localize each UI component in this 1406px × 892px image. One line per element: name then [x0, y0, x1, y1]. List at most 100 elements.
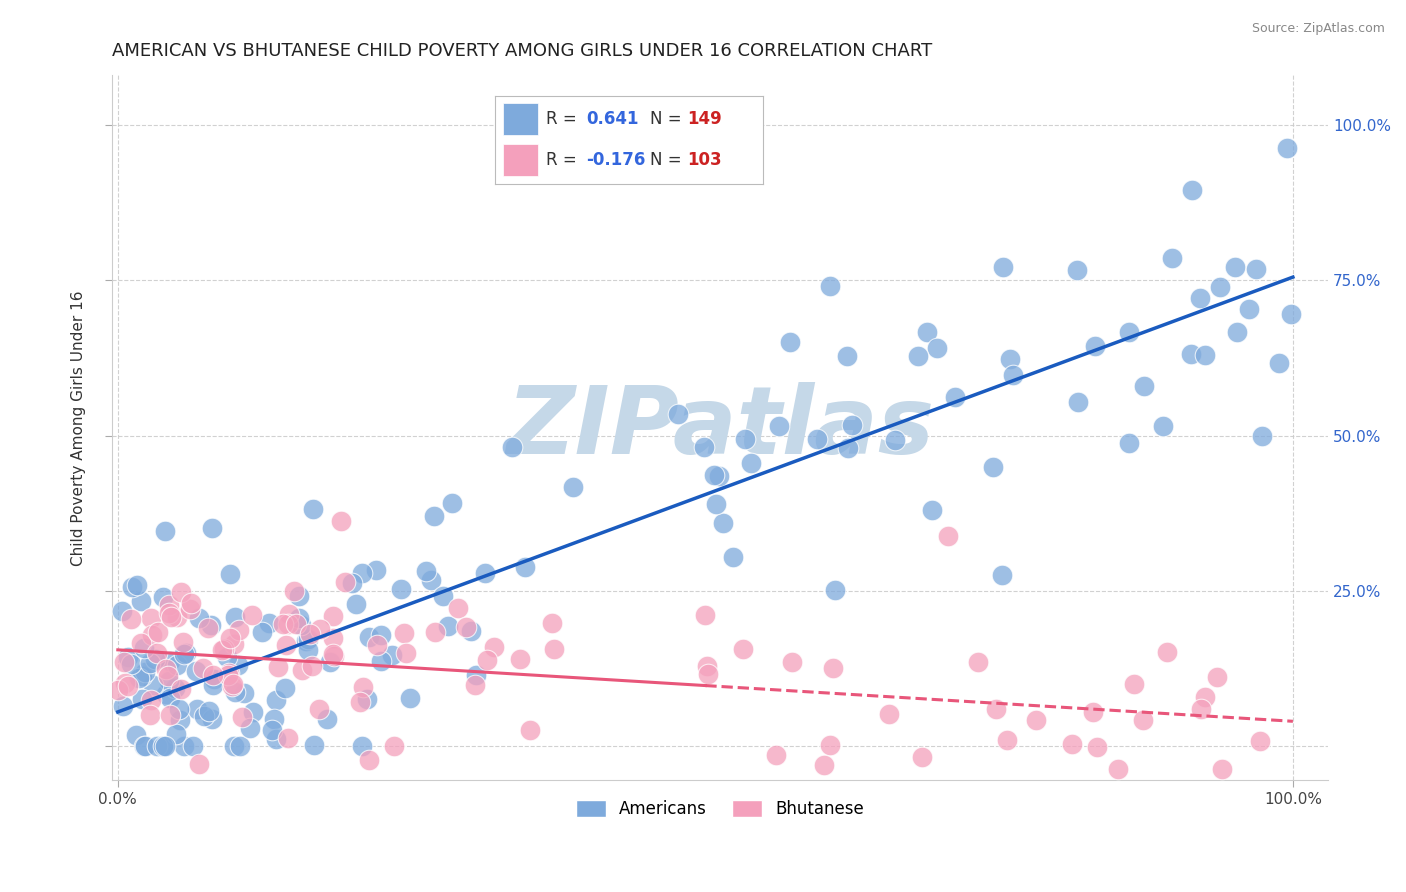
Point	[155, 662, 177, 676]
Point	[172, 635, 194, 649]
Point	[259, 615, 281, 630]
Point	[915, 325, 938, 339]
Point	[333, 574, 356, 589]
Point	[1268, 356, 1291, 370]
Point	[153, 524, 176, 539]
Point	[925, 341, 948, 355]
Point	[936, 529, 959, 543]
Point	[1181, 183, 1204, 197]
Point	[399, 691, 422, 706]
Point	[138, 707, 160, 722]
Point	[740, 456, 762, 470]
Point	[515, 560, 537, 574]
Point	[297, 632, 319, 646]
Point	[222, 636, 245, 650]
Point	[221, 679, 243, 693]
Point	[666, 408, 689, 422]
Point	[143, 652, 166, 666]
Point	[240, 607, 263, 622]
Point	[357, 753, 380, 767]
Point	[1118, 325, 1140, 339]
Point	[157, 598, 180, 612]
Point	[423, 625, 446, 640]
Point	[824, 583, 846, 598]
Point	[152, 739, 174, 753]
Point	[170, 681, 193, 696]
Point	[134, 739, 156, 753]
Point	[112, 699, 135, 714]
Legend: Americans, Bhutanese: Americans, Bhutanese	[569, 793, 870, 825]
Point	[211, 642, 233, 657]
Point	[134, 665, 156, 679]
Point	[165, 727, 187, 741]
Point	[1249, 733, 1271, 747]
Point	[329, 514, 352, 528]
Point	[117, 650, 139, 665]
Point	[160, 609, 183, 624]
Point	[693, 441, 716, 455]
Point	[139, 657, 162, 671]
Point	[765, 747, 787, 762]
Point	[214, 642, 236, 657]
Point	[308, 702, 330, 716]
Point	[835, 349, 858, 363]
Point	[1152, 419, 1174, 434]
Point	[509, 652, 531, 666]
Point	[350, 566, 373, 580]
Point	[263, 712, 285, 726]
Point	[155, 687, 177, 701]
Point	[191, 661, 214, 675]
Point	[322, 648, 344, 662]
Point	[322, 649, 344, 664]
Point	[943, 390, 966, 404]
Point	[465, 668, 488, 682]
Point	[264, 693, 287, 707]
Point	[696, 658, 718, 673]
Text: Source: ZipAtlas.com: Source: ZipAtlas.com	[1251, 22, 1385, 36]
Point	[419, 573, 441, 587]
Point	[370, 654, 392, 668]
Point	[159, 708, 181, 723]
Point	[157, 668, 180, 682]
Point	[170, 585, 193, 599]
Point	[308, 622, 330, 636]
Point	[543, 642, 565, 657]
Point	[475, 653, 498, 667]
Point	[1206, 670, 1229, 684]
Point	[187, 610, 209, 624]
Point	[966, 655, 988, 669]
Point	[1194, 690, 1216, 705]
Point	[197, 621, 219, 635]
Point	[290, 618, 312, 632]
Point	[288, 611, 311, 625]
Point	[319, 655, 342, 669]
Point	[731, 641, 754, 656]
Point	[131, 668, 153, 682]
Point	[370, 628, 392, 642]
Point	[152, 739, 174, 753]
Point	[146, 624, 169, 639]
Point	[297, 643, 319, 657]
Point	[704, 498, 727, 512]
Point	[219, 631, 242, 645]
Point	[389, 582, 412, 597]
Point	[1244, 262, 1267, 277]
Point	[146, 647, 169, 661]
Point	[1132, 713, 1154, 727]
Point	[218, 666, 240, 681]
Point	[302, 501, 325, 516]
Point	[229, 739, 252, 753]
Point	[198, 704, 221, 718]
Point	[157, 673, 180, 688]
Point	[277, 607, 299, 622]
Point	[159, 690, 181, 705]
Point	[352, 739, 374, 753]
Point	[703, 468, 725, 483]
Point	[1226, 325, 1249, 339]
Point	[222, 677, 245, 691]
Point	[806, 432, 828, 446]
Point	[299, 627, 322, 641]
Point	[153, 739, 176, 753]
Point	[193, 708, 215, 723]
Point	[228, 623, 250, 637]
